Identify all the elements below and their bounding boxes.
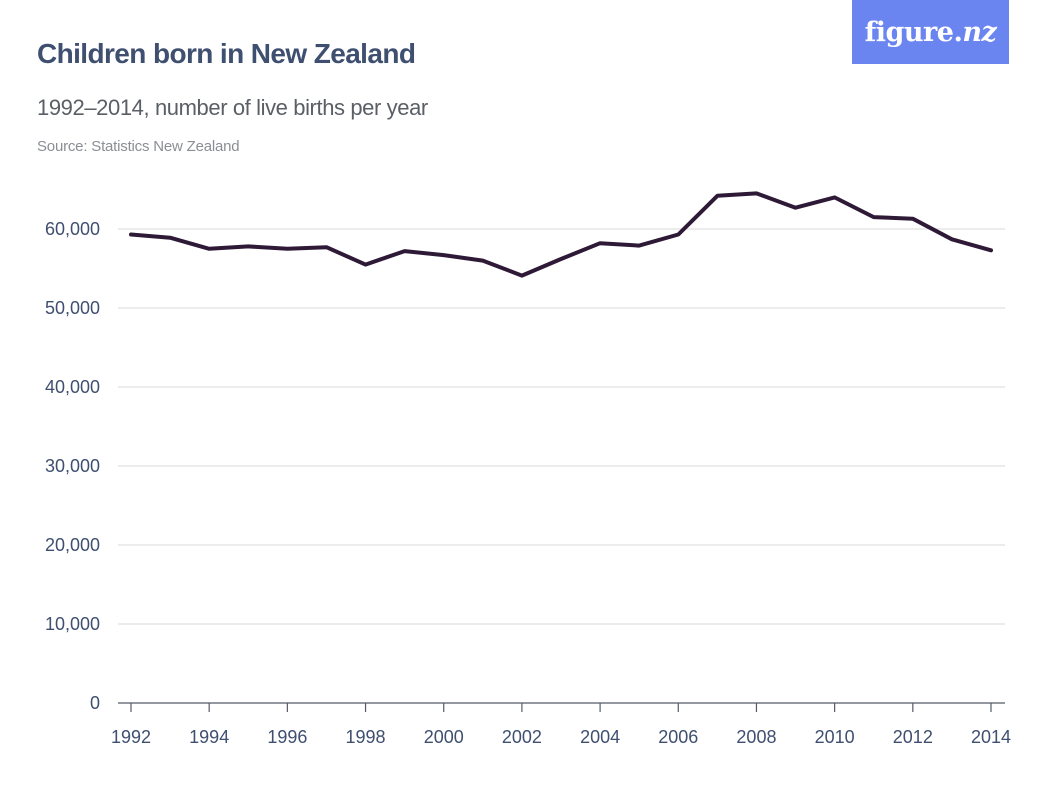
series-line xyxy=(129,191,993,278)
chart-title: Children born in New Zealand xyxy=(37,38,416,69)
series xyxy=(129,191,993,278)
y-tick-label: 40,000 xyxy=(45,377,100,397)
logo-text-main: figure. xyxy=(864,16,963,48)
y-tick-label: 20,000 xyxy=(45,535,100,555)
chart-subtitle: 1992–2014, number of live births per yea… xyxy=(37,95,428,120)
gridlines xyxy=(118,228,1005,625)
figure-nz-logo[interactable]: figure. nz xyxy=(852,0,1009,64)
x-axis-labels: 1992 1994 1996 1998 2000 2002 2004 2006 2008 2010… xyxy=(111,727,1011,747)
x-tick-label: 2010 xyxy=(815,727,855,747)
x-tick-label: 1998 xyxy=(346,727,386,747)
x-axis xyxy=(118,702,1005,712)
x-tick-label: 1994 xyxy=(189,727,229,747)
y-axis-labels: 0 10,000 20,000 30,000 40,000 50,000 60,000 xyxy=(45,219,100,713)
x-tick-label: 2012 xyxy=(893,727,933,747)
x-tick-label: 2014 xyxy=(971,727,1011,747)
y-tick-label: 10,000 xyxy=(45,614,100,634)
x-tick-label: 1992 xyxy=(111,727,151,747)
y-tick-label: 30,000 xyxy=(45,456,100,476)
x-tick-label: 2000 xyxy=(424,727,464,747)
x-tick-label: 2002 xyxy=(502,727,542,747)
x-tick-label: 2008 xyxy=(736,727,776,747)
y-tick-label: 0 xyxy=(90,693,100,713)
chart-source: Source: Statistics New Zealand xyxy=(37,138,240,155)
x-tick-label: 2004 xyxy=(580,727,620,747)
y-tick-label: 60,000 xyxy=(45,219,100,239)
y-tick-label: 50,000 xyxy=(45,298,100,318)
x-tick-label: 2006 xyxy=(658,727,698,747)
logo-text-accent: nz xyxy=(962,16,997,48)
x-tick-label: 1996 xyxy=(267,727,307,747)
